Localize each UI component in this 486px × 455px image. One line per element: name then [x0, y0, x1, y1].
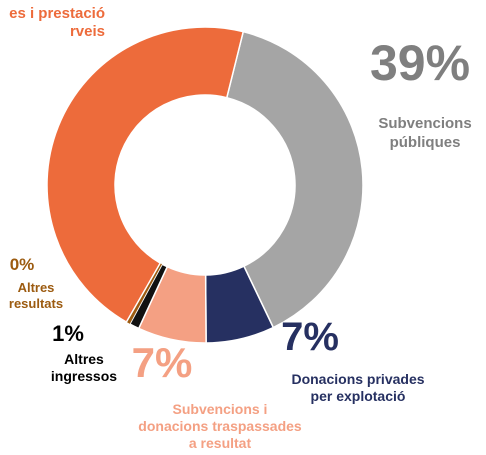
donut-segment [46, 26, 245, 324]
value-label: 7% [281, 315, 339, 359]
value-label: 39% [370, 35, 470, 91]
segment-label: per explotació [311, 388, 406, 404]
donut-segment [225, 30, 364, 329]
segment-label: Subvencions i [173, 401, 268, 417]
segment-label: a resultat [189, 435, 252, 451]
segment-label: Altres [64, 351, 104, 367]
segment-label: ingressos [51, 368, 117, 384]
segment-label: Subvencions [378, 115, 471, 132]
segment-label: Donacions privades [291, 371, 424, 387]
segment-label: públiques [390, 134, 461, 151]
segment-label: rveis [70, 23, 105, 40]
value-label: 7% [132, 339, 193, 386]
segment-label: Altres [18, 280, 55, 295]
segment-label: es i prestació [9, 5, 105, 22]
segment-label: donacions traspassades [138, 418, 302, 434]
segment-label: resultats [9, 296, 63, 311]
value-label: 0% [10, 255, 35, 274]
value-label: 1% [52, 321, 84, 346]
